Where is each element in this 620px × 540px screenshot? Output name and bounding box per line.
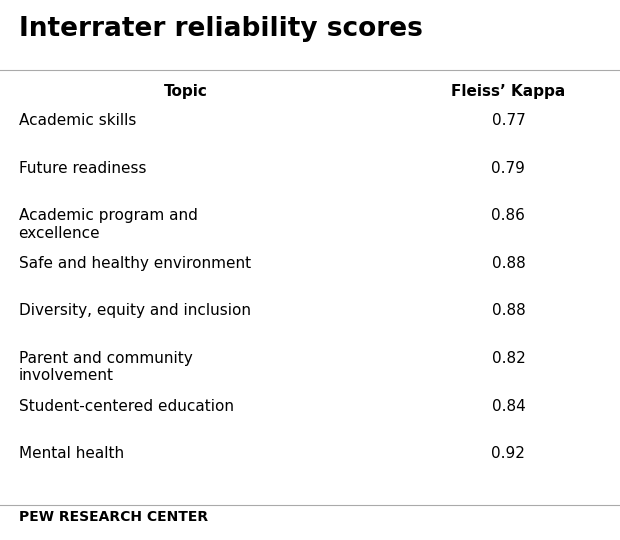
Text: Future readiness: Future readiness xyxy=(19,161,146,176)
Text: PEW RESEARCH CENTER: PEW RESEARCH CENTER xyxy=(19,510,208,524)
Text: Academic program and
excellence: Academic program and excellence xyxy=(19,208,198,241)
Text: Safe and healthy environment: Safe and healthy environment xyxy=(19,256,250,271)
Text: Diversity, equity and inclusion: Diversity, equity and inclusion xyxy=(19,303,250,319)
Text: Interrater reliability scores: Interrater reliability scores xyxy=(19,16,422,42)
Text: Student-centered education: Student-centered education xyxy=(19,399,234,414)
Text: 0.88: 0.88 xyxy=(492,303,525,319)
Text: Fleiss’ Kappa: Fleiss’ Kappa xyxy=(451,84,565,99)
Text: 0.86: 0.86 xyxy=(492,208,525,224)
Text: 0.88: 0.88 xyxy=(492,256,525,271)
Text: Topic: Topic xyxy=(164,84,208,99)
Text: 0.84: 0.84 xyxy=(492,399,525,414)
Text: 0.77: 0.77 xyxy=(492,113,525,129)
Text: 0.92: 0.92 xyxy=(492,446,525,461)
Text: 0.82: 0.82 xyxy=(492,351,525,366)
Text: Parent and community
involvement: Parent and community involvement xyxy=(19,351,192,383)
Text: Mental health: Mental health xyxy=(19,446,124,461)
Text: Academic skills: Academic skills xyxy=(19,113,136,129)
Text: 0.79: 0.79 xyxy=(492,161,525,176)
